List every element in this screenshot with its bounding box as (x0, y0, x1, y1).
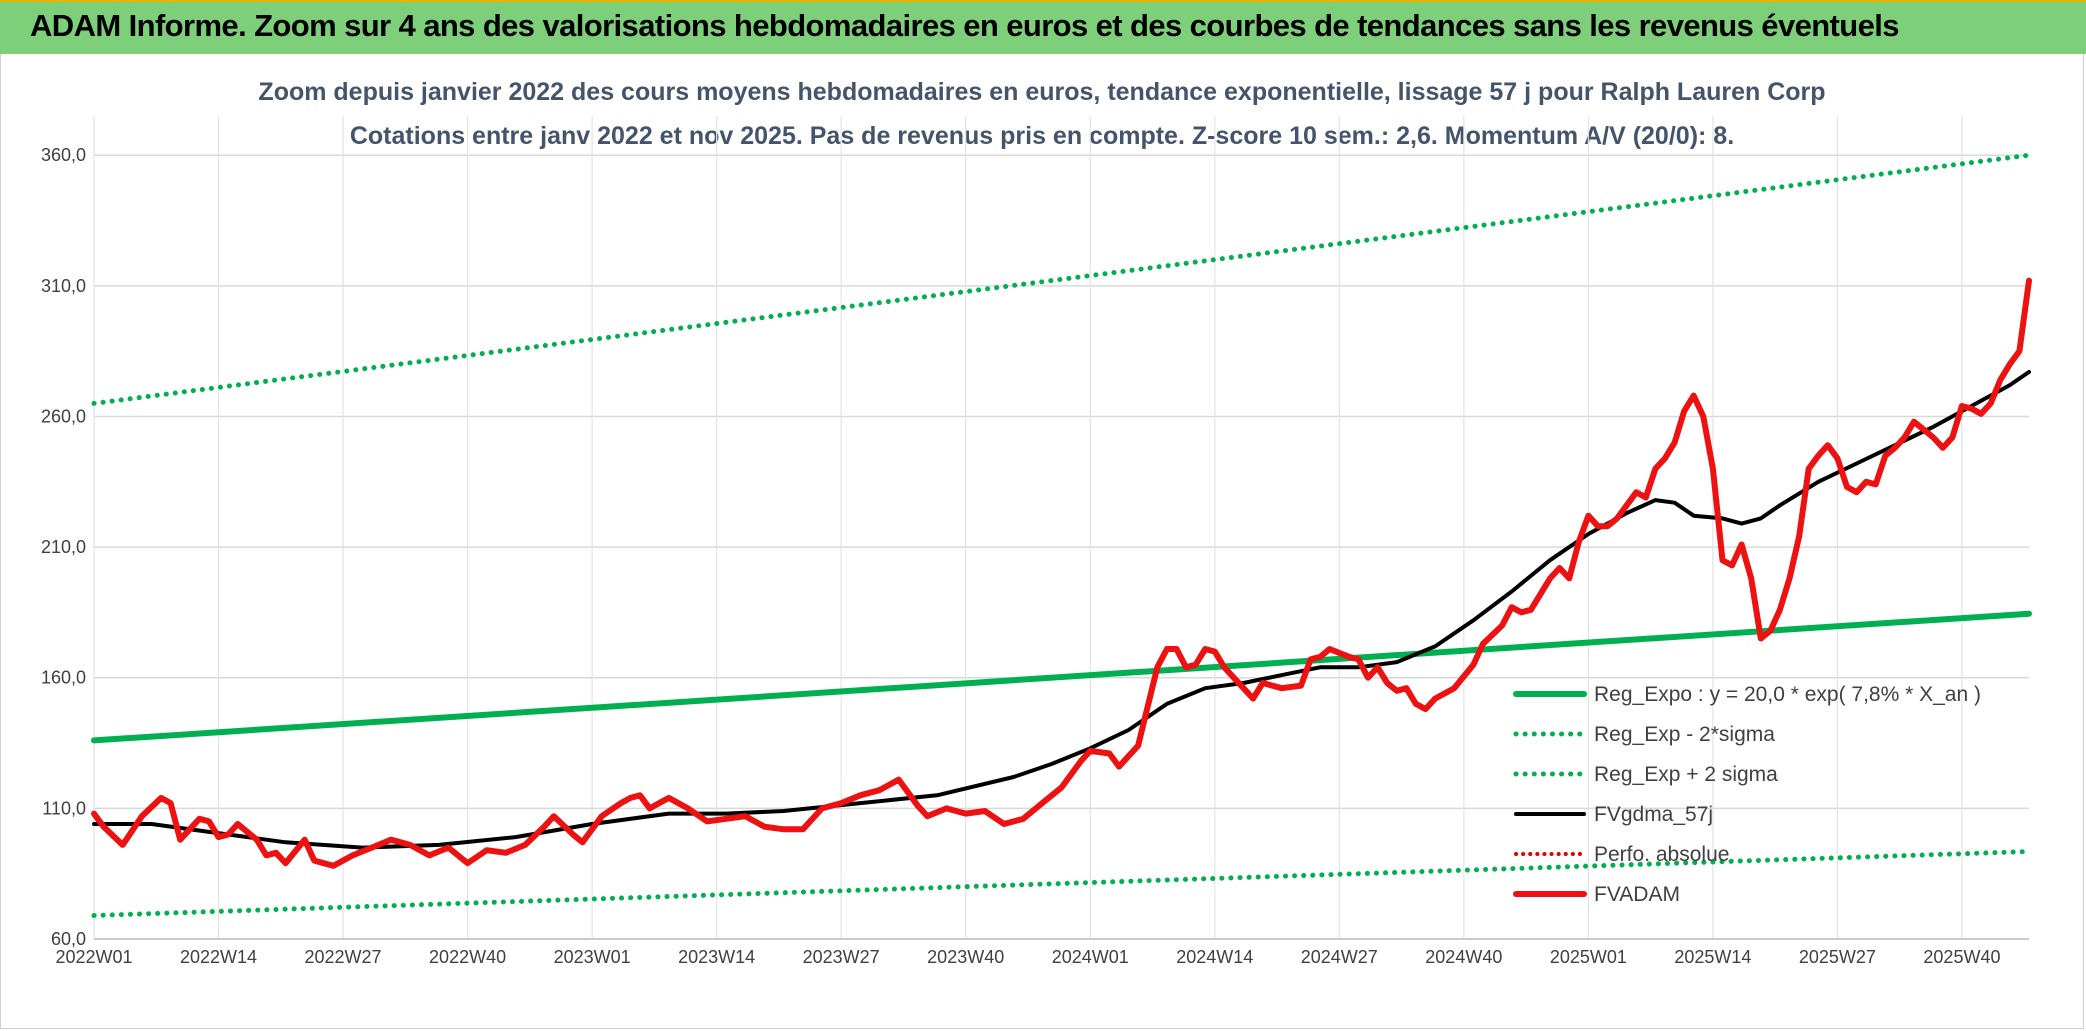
x-tick-label: 2022W01 (55, 947, 132, 967)
x-tick-label: 2024W40 (1425, 947, 1502, 967)
y-tick-label: 260,0 (41, 406, 86, 426)
x-tick-label: 2024W14 (1176, 947, 1253, 967)
line-chart: Zoom depuis janvier 2022 des cours moyen… (41, 78, 2032, 967)
chart-title: Zoom depuis janvier 2022 des cours moyen… (258, 78, 1825, 106)
report-title: ADAM Informe. Zoom sur 4 ans des valoris… (30, 8, 1900, 43)
series-line-regexpo (91, 610, 2032, 744)
legend-label: FVgdma_57j (1594, 803, 1713, 826)
x-tick-label: 2023W40 (927, 947, 1004, 967)
x-tick-label: 2024W27 (1301, 947, 1378, 967)
series-line-regexp (91, 152, 2032, 406)
x-tick-label: 2022W27 (305, 947, 382, 967)
y-tick-label: 60,0 (51, 929, 86, 949)
legend-label: Reg_Exp - 2*sigma (1594, 723, 1775, 746)
x-tick-label: 2023W27 (803, 947, 880, 967)
x-tick-label: 2022W14 (180, 947, 257, 967)
series-lines (91, 152, 2032, 918)
x-tick-label: 2022W40 (429, 947, 506, 967)
x-tick-label: 2023W14 (678, 947, 755, 967)
legend-label: Reg_Expo : y = 20,0 * exp( 7,8% * X_an ) (1594, 683, 1981, 706)
x-tick-label: 2025W27 (1799, 947, 1876, 967)
y-tick-label: 310,0 (41, 276, 86, 296)
y-tick-label: 360,0 (41, 145, 86, 165)
series-line-fvadam (91, 277, 2032, 869)
x-tick-label: 2025W14 (1674, 947, 1751, 967)
y-axis-ticks: 60,0 110,0 160,0 210,0 260,0 310,0 360,0 (41, 145, 86, 949)
legend-label: FVADAM (1594, 883, 1680, 906)
legend: Reg_Expo : y = 20,0 * exp( 7,8% * X_an )… (1513, 683, 1981, 906)
legend-label: Reg_Exp + 2 sigma (1594, 763, 1778, 786)
x-tick-label: 2024W01 (1052, 947, 1129, 967)
legend-label: Perfo. absolue (1594, 843, 1729, 866)
report-banner: ADAM Informe. Zoom sur 4 ans des valoris… (0, 0, 2086, 54)
x-tick-label: 2025W40 (1923, 947, 2000, 967)
chart-subtitle: Cotations entre janv 2022 et nov 2025. P… (350, 122, 1734, 150)
x-tick-label: 2023W01 (554, 947, 631, 967)
gridlines (93, 116, 2029, 940)
y-tick-label: 160,0 (41, 668, 86, 688)
series-line-regexp (91, 849, 2032, 918)
y-tick-label: 210,0 (41, 537, 86, 557)
x-axis-ticks: 2022W01 2022W14 2022W27 2022W40 2023W01 2023W… (55, 947, 2000, 967)
x-tick-label: 2025W01 (1550, 947, 1627, 967)
y-tick-label: 110,0 (42, 798, 86, 818)
chart-frame: Zoom depuis janvier 2022 des cours moyen… (0, 54, 2084, 1029)
series-line-fvgdma57j (92, 370, 2031, 850)
